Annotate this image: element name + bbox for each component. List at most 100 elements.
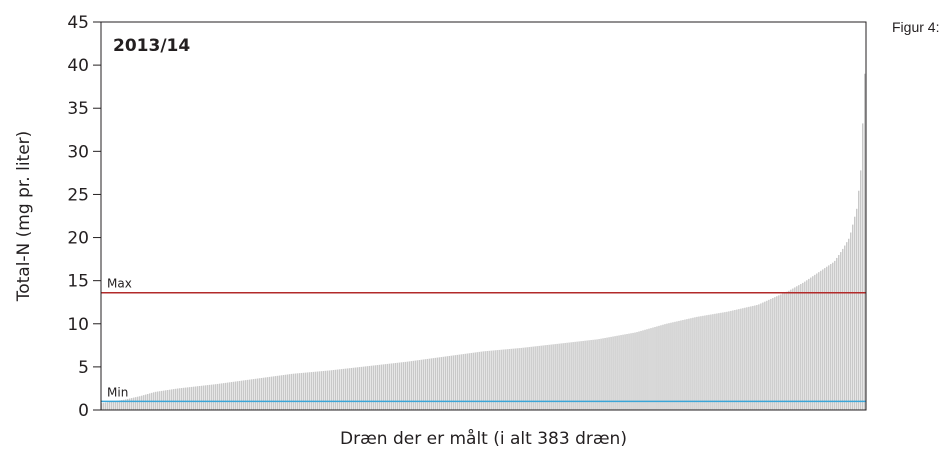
bar xyxy=(722,312,724,410)
bar xyxy=(758,304,760,410)
bar xyxy=(772,298,774,410)
bar xyxy=(598,339,600,410)
bar xyxy=(310,372,313,410)
bar xyxy=(394,363,397,410)
bar xyxy=(334,369,337,410)
bar xyxy=(116,400,119,410)
bar xyxy=(498,349,500,410)
bar xyxy=(624,334,626,410)
bar xyxy=(280,375,283,410)
bar xyxy=(118,400,121,410)
bar xyxy=(400,362,403,410)
bar xyxy=(466,353,468,410)
bar xyxy=(172,389,175,410)
bar xyxy=(780,294,782,410)
bar xyxy=(186,387,189,410)
bar xyxy=(482,351,484,410)
bar xyxy=(520,347,522,410)
bar xyxy=(484,351,486,410)
bar xyxy=(330,370,333,410)
bar xyxy=(162,390,165,410)
bar xyxy=(214,384,217,410)
bar xyxy=(342,368,345,410)
bar xyxy=(270,376,273,410)
bar xyxy=(638,331,640,410)
bar xyxy=(584,340,586,410)
bar xyxy=(674,321,676,410)
bar xyxy=(550,344,552,410)
bar xyxy=(104,402,107,410)
bar xyxy=(170,389,173,410)
bar xyxy=(522,347,524,410)
bar xyxy=(428,358,431,410)
bar xyxy=(506,349,508,410)
bar xyxy=(818,272,820,410)
bar xyxy=(296,373,299,410)
bar xyxy=(354,367,357,410)
bar xyxy=(596,339,598,410)
bar xyxy=(106,402,109,410)
bar xyxy=(730,310,732,410)
bar xyxy=(464,353,466,410)
bar xyxy=(586,340,588,410)
bar xyxy=(540,345,542,410)
bar xyxy=(312,371,315,410)
y-tick-label: 30 xyxy=(67,142,89,162)
reference-label-max: Max xyxy=(107,277,132,291)
bar xyxy=(216,383,219,410)
bar xyxy=(800,284,802,410)
bar xyxy=(298,373,301,410)
bar xyxy=(716,313,718,410)
bar xyxy=(786,291,788,410)
bar xyxy=(784,292,786,410)
x-axis-title: Dræn der er målt (i alt 383 dræn) xyxy=(340,428,627,449)
bar xyxy=(122,399,125,410)
bar xyxy=(600,338,602,410)
bar xyxy=(714,313,716,410)
bar xyxy=(514,348,516,410)
bar xyxy=(776,296,778,410)
bar xyxy=(352,367,355,410)
bar xyxy=(662,324,664,410)
bar xyxy=(860,170,862,410)
bar xyxy=(240,380,243,410)
bar xyxy=(530,346,532,410)
bar xyxy=(558,343,560,410)
bar xyxy=(668,323,670,410)
bar xyxy=(578,341,580,410)
bar xyxy=(434,357,436,410)
bar xyxy=(766,300,768,410)
bar xyxy=(250,379,253,410)
bar xyxy=(454,355,456,410)
bar xyxy=(560,343,562,410)
bar xyxy=(744,307,746,410)
bar xyxy=(424,359,427,410)
bar xyxy=(408,361,411,410)
chart-title: 2013/14 xyxy=(113,36,190,56)
bar xyxy=(388,363,391,410)
bar xyxy=(220,383,223,410)
bar xyxy=(798,285,800,410)
bar xyxy=(436,357,438,410)
bar xyxy=(782,293,784,410)
bar xyxy=(238,380,241,410)
bar xyxy=(362,366,365,410)
bars-group xyxy=(101,73,866,410)
bar xyxy=(700,316,702,410)
bar xyxy=(620,335,622,410)
bar xyxy=(112,401,115,410)
bar xyxy=(326,370,329,410)
bar xyxy=(196,386,199,410)
bar xyxy=(258,378,261,410)
bar xyxy=(272,376,275,410)
bar xyxy=(810,277,812,410)
bar xyxy=(640,330,642,410)
bar xyxy=(142,395,145,410)
bar xyxy=(694,317,696,410)
bar xyxy=(202,385,205,410)
bar xyxy=(268,376,271,410)
bar xyxy=(556,343,558,410)
bar xyxy=(274,376,277,410)
bar xyxy=(188,387,191,410)
bar xyxy=(128,398,131,410)
